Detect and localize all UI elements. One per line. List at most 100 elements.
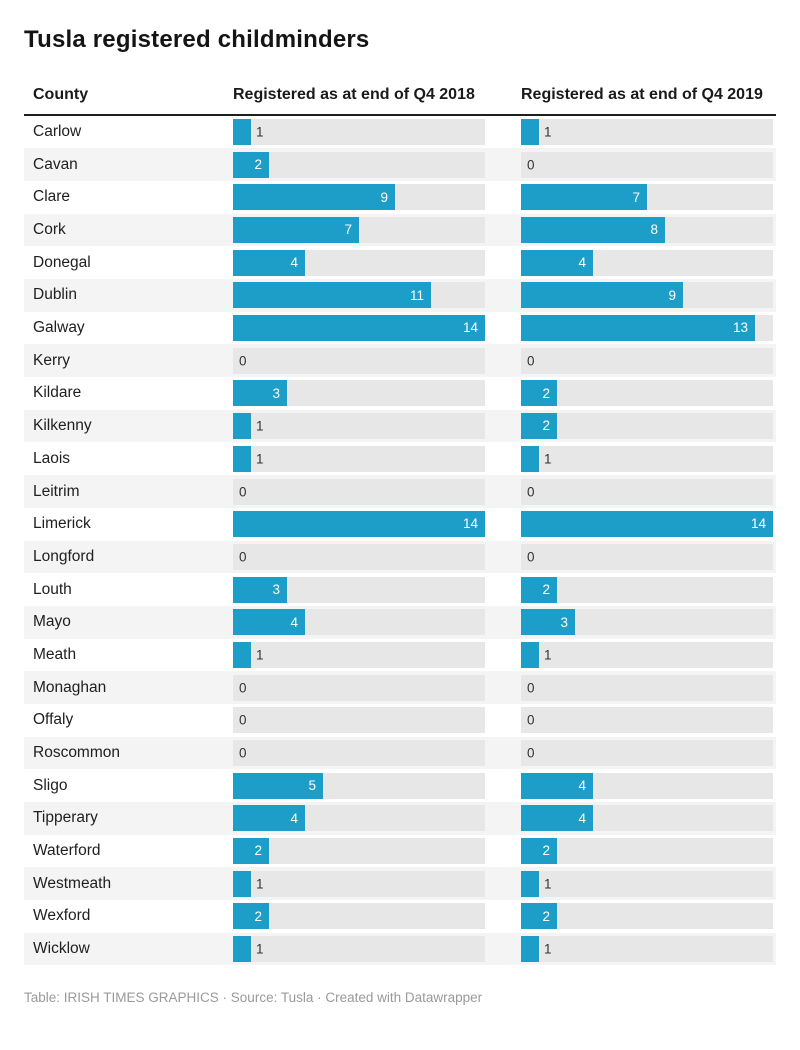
value-bar: 4: [233, 805, 305, 832]
value-bar: 4: [233, 249, 305, 276]
bar-value-label: 4: [290, 254, 298, 270]
table-row: Laois 1 1: [24, 442, 776, 475]
bar-value-label: 5: [308, 777, 316, 793]
table-row: Roscommon 0 0: [24, 736, 776, 770]
value-bar: 13: [521, 315, 755, 342]
bar-value-label: 0: [239, 679, 247, 695]
bar-cell-2019: 1: [521, 936, 773, 963]
table-row: Galway 14 13: [24, 312, 776, 345]
bar-value-label: 2: [542, 581, 550, 597]
bar-value-label: 1: [256, 647, 264, 663]
bar-cell-2019: 0: [521, 740, 773, 766]
attribution-footer: Table: IRISH TIMES GRAPHICS · Source: Tu…: [24, 990, 483, 1006]
bar-cell-2018: 5: [233, 772, 485, 799]
bar-cell-2019: 4: [521, 249, 773, 276]
county-label: Kildare: [33, 384, 82, 402]
table-row: Cork 7 8: [24, 213, 776, 247]
county-label: Dublin: [33, 286, 77, 304]
value-bar: [521, 870, 539, 897]
bar-value-label: 9: [380, 189, 388, 205]
bar-cell-2019: 0: [521, 151, 773, 178]
value-bar: 3: [521, 609, 575, 636]
value-bar: 11: [233, 282, 431, 309]
bar-value-label: 3: [560, 614, 568, 630]
bar-value-label: 0: [527, 679, 535, 695]
bar-value-label: 4: [290, 614, 298, 630]
header-2019: Registered as at end of Q4 2019: [521, 85, 763, 103]
bar-value-label: 0: [239, 353, 247, 368]
bar-cell-2018: 0: [233, 543, 485, 570]
bar-value-label: 1: [256, 418, 264, 434]
bar-value-label: 0: [527, 353, 535, 368]
value-bar: 7: [233, 217, 359, 243]
bar-cell-2018: 2: [233, 903, 485, 930]
table-row: Tipperary 4 4: [24, 802, 776, 835]
bar-value-label: 0: [527, 549, 535, 565]
county-label: Waterford: [33, 842, 101, 860]
bar-cell-2019: 2: [521, 838, 773, 865]
bar-value-label: 8: [650, 222, 658, 238]
county-label: Longford: [33, 547, 95, 565]
county-label: Clare: [33, 188, 71, 206]
bar-value-label: 0: [527, 156, 535, 172]
table-row: Donegal 4 4: [24, 246, 776, 279]
table-row: Monaghan 0 0: [24, 671, 776, 704]
value-bar: [521, 936, 539, 963]
bar-cell-2019: 0: [521, 707, 773, 734]
bar-value-label: 14: [462, 320, 478, 336]
bar-value-label: 1: [256, 124, 264, 140]
bar-cell-2019: 2: [521, 380, 773, 407]
table-row: Wicklow 1 1: [24, 932, 776, 966]
county-label: Donegal: [33, 253, 91, 271]
value-bar: 2: [521, 413, 557, 440]
table-row: Leitrim 0 0: [24, 475, 776, 508]
bar-cell-2019: 3: [521, 609, 773, 636]
bar-cell-2019: 4: [521, 805, 773, 832]
bar-value-label: 1: [544, 941, 552, 957]
county-label: Sligo: [33, 776, 68, 794]
table-row: Wexford 2 2: [24, 900, 776, 933]
table-header: County Registered as at end of Q4 2018 R…: [24, 84, 776, 116]
bar-value-label: 0: [527, 745, 535, 761]
bar-cell-2018: 0: [233, 707, 485, 734]
county-label: Mayo: [33, 613, 71, 631]
bar-value-label: 2: [542, 843, 550, 859]
table-row: Carlow 1 1: [24, 116, 776, 149]
table-row: Offaly 0 0: [24, 704, 776, 737]
value-bar: [233, 641, 251, 668]
value-bar: 4: [521, 249, 593, 276]
bar-value-label: 1: [544, 124, 552, 140]
table-row: Longford 0 0: [24, 540, 776, 574]
table-row: Cavan 2 0: [24, 148, 776, 181]
value-bar: [521, 118, 539, 145]
bar-cell-2018: 14: [233, 511, 485, 538]
bar-cell-2019: 1: [521, 118, 773, 145]
bar-value-label: 13: [732, 320, 748, 336]
bar-value-label: 2: [254, 156, 262, 172]
bar-cell-2019: 7: [521, 184, 773, 211]
bar-value-label: 2: [542, 385, 550, 401]
county-label: Meath: [33, 645, 77, 663]
value-bar: 9: [233, 184, 395, 211]
bar-cell-2018: 4: [233, 805, 485, 832]
value-bar: 2: [521, 838, 557, 865]
value-bar: 2: [521, 576, 557, 603]
value-bar: [521, 445, 539, 472]
value-bar: 2: [521, 903, 557, 930]
county-label: Kilkenny: [33, 417, 92, 435]
bar-cell-2018: 0: [233, 478, 485, 505]
bar-cell-2018: 2: [233, 838, 485, 865]
bar-cell-2018: 4: [233, 609, 485, 636]
bar-cell-2019: 8: [521, 217, 773, 243]
value-bar: [233, 118, 251, 145]
bar-cell-2019: 2: [521, 576, 773, 603]
header-2018: Registered as at end of Q4 2018: [233, 85, 475, 103]
table-row: Dublin 11 9: [24, 279, 776, 312]
bar-cell-2018: 1: [233, 118, 485, 145]
bar-cell-2019: 13: [521, 315, 773, 342]
bar-value-label: 0: [239, 483, 247, 499]
county-label: Limerick: [33, 515, 91, 533]
bar-value-label: 1: [544, 876, 552, 891]
county-label: Westmeath: [33, 874, 112, 892]
county-label: Laois: [33, 449, 71, 467]
